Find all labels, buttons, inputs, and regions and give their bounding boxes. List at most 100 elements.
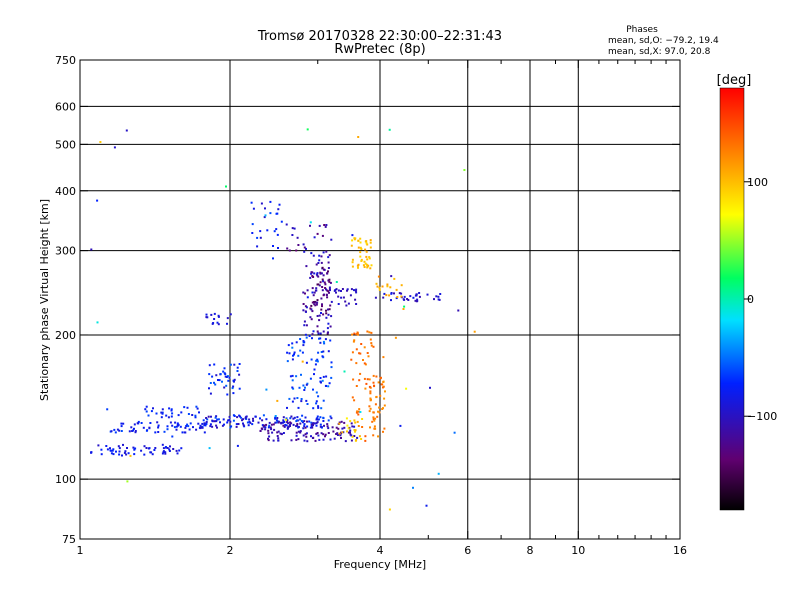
echo-point <box>316 272 319 275</box>
echo-point <box>373 419 376 422</box>
echo-point <box>207 415 210 418</box>
echo-point <box>319 281 322 284</box>
x-tick-label: 10 <box>571 544 585 557</box>
echo-point <box>110 452 113 455</box>
echo-point <box>219 421 221 424</box>
echo-point <box>317 351 320 354</box>
echo-point <box>359 411 362 413</box>
echo-point <box>289 417 292 420</box>
chart-title: Tromsø 20170328 22:30:00–22:31:43 <box>257 29 502 44</box>
echo-point <box>262 425 265 428</box>
echo-point <box>321 379 324 382</box>
echo-point <box>201 422 204 425</box>
echo-point <box>309 316 312 319</box>
echo-point <box>232 379 235 382</box>
echo-point <box>366 352 369 354</box>
echo-point <box>166 428 169 431</box>
echo-point <box>213 318 216 320</box>
echo-point <box>191 414 194 416</box>
echo-point <box>327 261 330 264</box>
echo-point <box>330 238 333 241</box>
echo-point <box>166 425 169 428</box>
echo-point <box>364 435 367 438</box>
echo-point <box>322 416 325 419</box>
echo-point <box>318 337 320 340</box>
echo-point <box>137 420 140 423</box>
echo-point <box>112 453 115 456</box>
echo-point <box>263 216 266 219</box>
echo-point <box>105 445 108 447</box>
echo-point <box>225 384 228 387</box>
echo-point <box>280 422 283 425</box>
echo-point <box>304 292 306 295</box>
echo-point <box>112 448 115 451</box>
echo-point <box>203 431 206 434</box>
echo-point <box>287 422 290 425</box>
echo-point <box>313 373 315 376</box>
echo-point <box>288 397 291 400</box>
colorbar-tick-label: 100 <box>747 176 768 189</box>
echo-point <box>175 428 178 431</box>
echo-point <box>268 421 271 424</box>
echo-point <box>353 238 356 241</box>
echo-point <box>340 420 343 423</box>
echo-point <box>311 291 314 294</box>
echo-point <box>383 397 386 400</box>
echo-point <box>132 429 134 432</box>
echo-point <box>361 426 364 428</box>
echo-point <box>208 387 210 390</box>
echo-point <box>277 430 280 433</box>
echo-point <box>311 422 314 425</box>
echo-point <box>383 427 386 430</box>
echo-point <box>200 426 203 429</box>
echo-point <box>283 425 286 428</box>
echo-point <box>382 385 385 388</box>
echo-point <box>90 248 93 251</box>
echo-point <box>315 417 318 420</box>
echo-point <box>311 301 314 304</box>
echo-point <box>217 314 220 317</box>
echo-point <box>252 207 255 210</box>
echo-point <box>370 264 373 267</box>
echo-point <box>335 426 338 429</box>
echo-point <box>339 434 342 437</box>
echo-point <box>309 307 312 310</box>
echo-point <box>251 423 254 426</box>
echo-point <box>272 245 274 247</box>
echo-point <box>296 236 299 239</box>
echo-point <box>148 426 151 429</box>
echo-point <box>263 424 266 427</box>
echo-point <box>310 358 313 361</box>
echo-point <box>147 414 150 417</box>
echo-point <box>320 426 323 429</box>
echo-point <box>372 345 375 348</box>
echo-point <box>293 227 296 230</box>
echo-point <box>295 434 298 437</box>
echo-point <box>299 422 302 425</box>
echo-point <box>345 304 348 307</box>
echo-point <box>317 275 320 278</box>
echo-point <box>330 417 333 420</box>
echo-point <box>324 225 327 228</box>
echo-point <box>365 263 368 266</box>
echo-point <box>156 421 159 424</box>
echo-point <box>393 277 396 280</box>
echo-point <box>369 241 372 244</box>
echo-point <box>222 370 225 373</box>
echo-point <box>366 378 369 381</box>
echo-point <box>322 330 325 333</box>
echo-point <box>303 425 306 428</box>
echo-point <box>118 429 121 432</box>
echo-point <box>369 407 372 410</box>
echo-point <box>302 309 305 312</box>
echo-point <box>390 292 393 295</box>
echo-point <box>355 362 358 365</box>
echo-point <box>273 428 276 431</box>
echo-point <box>312 388 314 391</box>
echo-point <box>123 451 126 454</box>
echo-point <box>264 214 267 217</box>
echo-point <box>276 420 279 423</box>
echo-point <box>418 292 421 294</box>
echo-point <box>337 303 340 305</box>
echo-point <box>355 411 358 414</box>
